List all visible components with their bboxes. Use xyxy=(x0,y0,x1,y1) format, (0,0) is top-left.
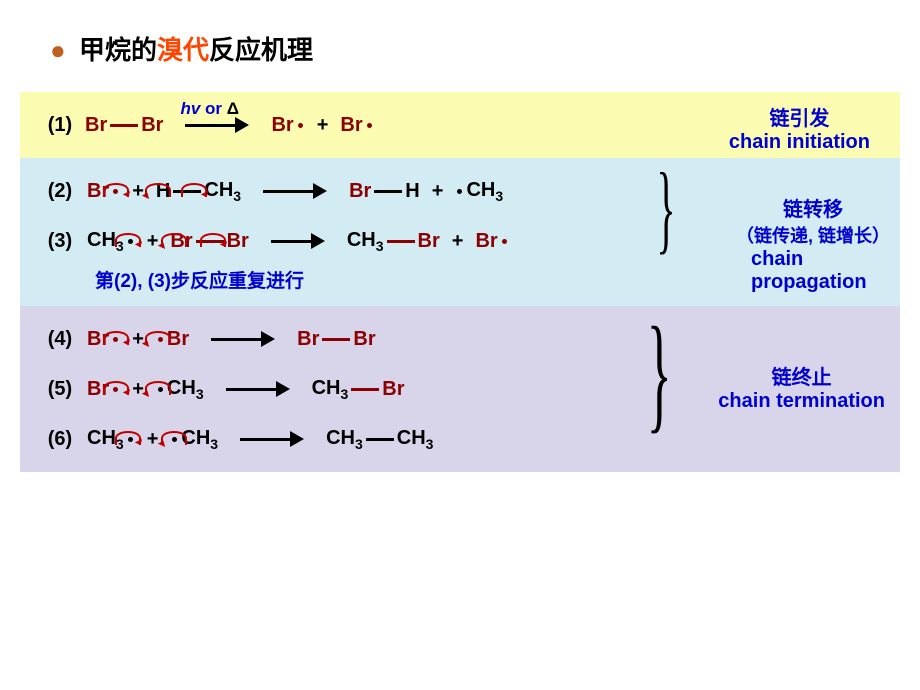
curve-arrow-icon xyxy=(200,233,226,247)
cn-label: 链转移 xyxy=(736,193,890,222)
step-number: (1) xyxy=(35,114,85,137)
species-h: H xyxy=(405,180,419,203)
arrow-icon: hv or Δ xyxy=(185,117,249,133)
section-termination: (4) Br + Br Br Br (5) Br + CH3 CH3 xyxy=(20,306,900,472)
curve-arrow-icon xyxy=(115,233,141,247)
bond-icon xyxy=(374,190,402,193)
species-br: Br xyxy=(141,114,163,137)
plus-icon: + xyxy=(132,328,144,351)
brace-icon: } xyxy=(656,168,675,248)
step-number: (4) xyxy=(35,328,85,351)
title-highlight: 溴代 xyxy=(157,35,209,65)
plus-icon: + xyxy=(132,378,144,401)
radical-dot-icon xyxy=(367,123,372,128)
plus-icon: + xyxy=(317,114,329,137)
curve-arrow-icon xyxy=(115,431,141,445)
equation-4: Br + Br Br Br xyxy=(85,328,376,351)
species-ch3: CH3 xyxy=(312,377,349,402)
curve-arrow-icon xyxy=(103,381,129,395)
hv-label: hv xyxy=(180,99,200,118)
arrow-icon xyxy=(271,233,325,249)
equation-5: Br + CH3 CH3 Br xyxy=(85,377,405,402)
brace-icon: } xyxy=(646,321,671,425)
termination-label: 链终止 chain termination xyxy=(718,361,885,413)
equation-1: Br Br hv or Δ Br + Br xyxy=(85,114,374,137)
plus-icon: + xyxy=(452,230,464,253)
step-4-row: (4) Br + Br Br Br xyxy=(35,314,885,364)
curve-arrow-icon xyxy=(103,331,129,345)
species-br: Br xyxy=(85,114,107,137)
title-prefix: 甲烷的 xyxy=(79,35,157,65)
section-propagation: (2) Br + H CH3 Br H + CH3 (3) xyxy=(20,158,900,306)
species-br: Br xyxy=(353,328,375,351)
step-number: (2) xyxy=(35,180,85,203)
bond-icon xyxy=(387,240,415,243)
en-label: chain termination xyxy=(718,390,885,413)
radical-dot-icon xyxy=(298,123,303,128)
curve-arrow-icon xyxy=(181,183,207,197)
bond-icon xyxy=(351,388,379,391)
bullet-icon: ● xyxy=(50,35,66,65)
cn-label: 链终止 xyxy=(718,361,885,390)
en-label: chain xyxy=(751,248,890,271)
curve-arrow-icon xyxy=(145,183,171,197)
species-ch3: CH3 xyxy=(397,427,434,452)
cn-label: 链引发 xyxy=(729,102,870,131)
species-ch3: CH3 xyxy=(466,179,503,204)
step-number: (3) xyxy=(35,230,85,253)
equation-2: Br + H CH3 Br H + CH3 xyxy=(85,179,503,204)
radical-dot-icon xyxy=(457,189,462,194)
repeat-note: 第(2), (3)步反应重复进行 xyxy=(95,266,304,293)
initiation-label: 链引发 chain initiation xyxy=(729,102,870,154)
species-br: Br xyxy=(297,328,319,351)
page-title: ● 甲烷的溴代反应机理 xyxy=(50,30,900,67)
species-br: Br xyxy=(382,378,404,401)
plus-icon: + xyxy=(147,428,159,451)
arrow-icon xyxy=(226,381,290,397)
title-suffix: 反应机理 xyxy=(209,35,313,65)
species-ch3: CH3 xyxy=(204,179,241,204)
curve-arrow-icon xyxy=(145,381,171,395)
curve-arrow-icon xyxy=(161,233,187,247)
curve-arrow-icon xyxy=(161,431,187,445)
curve-arrow-icon xyxy=(103,183,129,197)
species-br-radical: Br xyxy=(475,230,497,253)
bond-icon xyxy=(322,338,350,341)
plus-icon: + xyxy=(147,230,159,253)
species-ch3: CH3 xyxy=(347,229,384,254)
arrow-icon xyxy=(263,183,327,199)
step-6-row: (6) CH3 + CH3 CH3 CH3 xyxy=(35,414,885,464)
en-label: chain initiation xyxy=(729,131,870,154)
plus-icon: + xyxy=(432,180,444,203)
species-ch3: CH3 xyxy=(167,377,204,402)
bond-icon xyxy=(366,438,394,441)
curve-arrow-icon xyxy=(145,331,171,345)
species-br: Br xyxy=(227,230,249,253)
radical-dot-icon xyxy=(502,239,507,244)
equation-3: CH3 + Br Br CH3 Br + Br xyxy=(85,229,509,254)
step-number: (6) xyxy=(35,428,85,451)
species-br-radical: Br xyxy=(271,114,293,137)
arrow-icon xyxy=(240,431,304,447)
reaction-condition: hv or Δ xyxy=(180,99,239,119)
plus-icon: + xyxy=(132,180,144,203)
species-br-radical: Br xyxy=(340,114,362,137)
species-br: Br xyxy=(349,180,371,203)
species-br: Br xyxy=(418,230,440,253)
equation-6: CH3 + CH3 CH3 CH3 xyxy=(85,427,433,452)
cn-label2: （链传递, 链增长） xyxy=(736,222,890,248)
section-initiation: (1) Br Br hv or Δ Br + Br 链引发 chain init… xyxy=(20,92,900,158)
or-label: or xyxy=(205,99,222,118)
species-ch3: CH3 xyxy=(326,427,363,452)
arrow-icon xyxy=(211,331,275,347)
bond-icon xyxy=(110,124,138,127)
step-number: (5) xyxy=(35,378,85,401)
propagation-label: 链转移 （链传递, 链增长） chain propagation xyxy=(736,193,890,294)
en-label2: propagation xyxy=(751,271,890,294)
delta-label: Δ xyxy=(227,99,239,118)
